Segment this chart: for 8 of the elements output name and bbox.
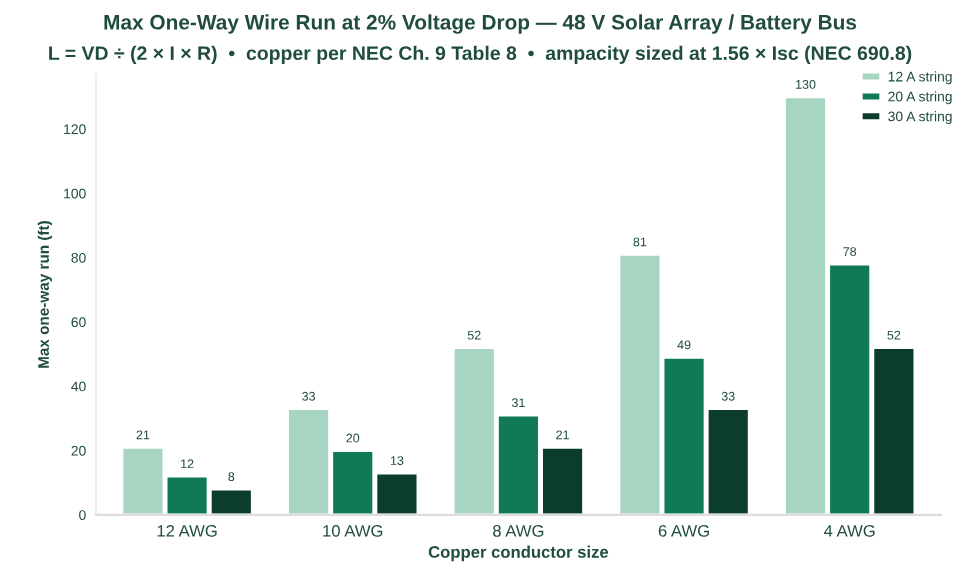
x-tick-label: 12 AWG bbox=[157, 524, 217, 537]
x-tick-label: 4 AWG bbox=[823, 524, 875, 537]
chart-title: Max One-Way Wire Run at 2% Voltage Drop — 48 V Solar Array / Battery Bus bbox=[104, 14, 857, 34]
x-axis-title: Copper conductor size bbox=[428, 545, 609, 562]
x-tick-label: 8 AWG bbox=[493, 524, 544, 537]
chart-subtitle: L = VD ÷ (2 × I × R) • copper per NEC Ch. 9 Table 8 • ampacity sized at 1.56 × Isc (NEC 690.8) bbox=[49, 45, 912, 64]
x-tick-label: 10 AWG bbox=[323, 524, 383, 537]
x-tick-label: 6 AWG bbox=[658, 524, 709, 537]
